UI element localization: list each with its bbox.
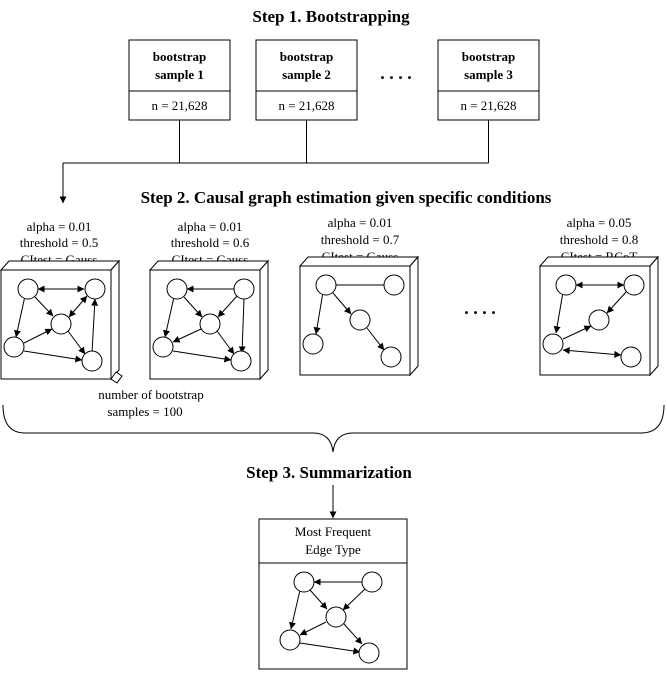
condition-4-threshold: threshold = 0.8 — [560, 232, 638, 247]
condition-2-threshold: threshold = 0.6 — [171, 235, 250, 250]
condition-3-alpha: alpha = 0.01 — [328, 215, 393, 230]
condition-3-threshold: threshold = 0.7 — [321, 232, 400, 247]
summary-box: Most Frequent Edge Type — [258, 518, 408, 670]
note-line2: samples = 100 — [107, 404, 182, 419]
summary-box-line2: Edge Type — [305, 542, 361, 557]
step1-ellipsis: . . . . — [380, 63, 412, 83]
note-line1: number of bootstrap — [98, 387, 203, 402]
condition-4-alpha: alpha = 0.05 — [567, 215, 632, 230]
sample-3-n: n = 21,628 — [460, 98, 516, 113]
sample-3-label-line2: sample 3 — [464, 67, 513, 82]
summary-box-line1: Most Frequent — [295, 524, 372, 539]
summary-graph-nodes — [279, 571, 383, 664]
step2-title: Step 2. Causal graph estimation given sp… — [141, 188, 552, 207]
bootstrap-sample-3: bootstrap sample 3 n = 21,628 — [437, 39, 540, 121]
graph-1-edges — [14, 285, 99, 363]
step1-connector — [59, 120, 489, 204]
sample-1-label-line2: sample 1 — [155, 67, 204, 82]
condition-2-alpha: alpha = 0.01 — [178, 219, 243, 234]
sample-2-n: n = 21,628 — [278, 98, 334, 113]
graph-4-nodes — [542, 274, 645, 368]
step1-title: Step 1. Bootstrapping — [252, 7, 410, 26]
sample-2-label-line1: bootstrap — [280, 49, 333, 64]
sample-2-label-line2: sample 2 — [282, 67, 331, 82]
graph-4-edges — [553, 281, 627, 358]
step3-title: Step 3. Summarization — [246, 463, 412, 482]
condition-1-alpha: alpha = 0.01 — [27, 219, 92, 234]
condition-1-threshold: threshold = 0.5 — [20, 235, 98, 250]
bootstrap-sample-2: bootstrap sample 2 n = 21,628 — [255, 39, 358, 121]
graph-2-nodes — [152, 278, 255, 372]
graph-3-nodes — [302, 274, 405, 368]
graph-2-edges — [163, 285, 246, 363]
condition-labels-1: alpha = 0.01 threshold = 0.5 CItest = Ga… — [20, 219, 98, 267]
note-callout — [110, 371, 123, 384]
graph-3-edges — [313, 284, 385, 351]
summary-brace — [2, 404, 665, 453]
condition-labels-2: alpha = 0.01 threshold = 0.6 CItest = Ga… — [171, 219, 250, 267]
bootstrap-sample-1: bootstrap sample 1 n = 21,628 — [128, 39, 231, 121]
sample-3-label-line1: bootstrap — [462, 49, 515, 64]
sample-1-label-line1: bootstrap — [153, 49, 206, 64]
graph-1-nodes — [3, 278, 106, 372]
summary-graph-edges — [289, 578, 366, 655]
step2-ellipsis: . . . . — [464, 298, 496, 318]
sample-1-n: n = 21,628 — [151, 98, 207, 113]
